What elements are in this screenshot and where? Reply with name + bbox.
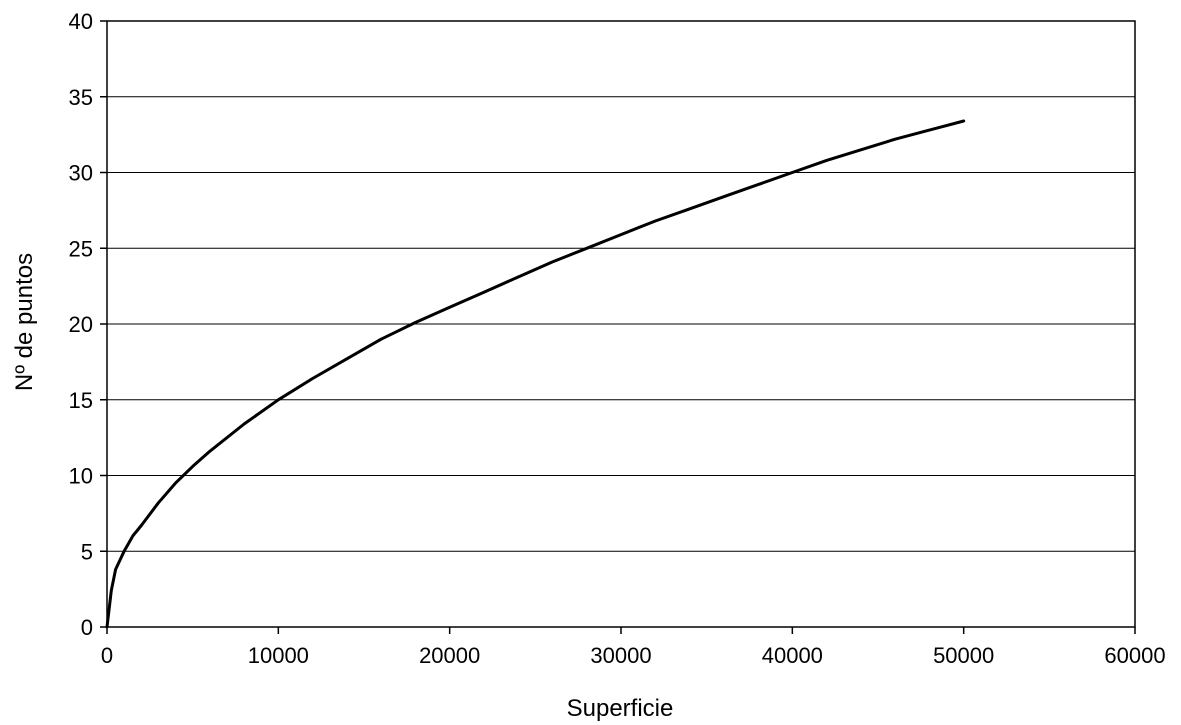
x-tick-label: 0 [101,643,113,668]
y-axis-label: Nº de puntos [11,253,38,391]
y-axis-ticks: 0 5 10 15 20 25 30 35 40 [69,9,107,640]
x-axis-label: Superficie [567,695,674,722]
y-tick-label: 5 [81,539,93,564]
y-tick-label: 40 [69,9,93,34]
y-tick-label: 10 [69,464,93,489]
series-line-0 [105,119,966,629]
y-tick-label: 25 [69,236,93,261]
y-tick-label: 15 [69,388,93,413]
x-tick-label: 10000 [248,643,309,668]
y-tick-label: 35 [69,85,93,110]
grid-lines [107,96,1135,552]
x-tick-label: 50000 [933,643,994,668]
x-tick-label: 40000 [762,643,823,668]
y-tick-label: 0 [81,615,93,640]
series-group [105,119,966,629]
x-tick-label: 20000 [419,643,480,668]
x-axis-ticks: 0 10000 20000 30000 40000 50000 60000 [101,627,1166,668]
x-tick-label: 30000 [590,643,651,668]
y-tick-label: 30 [69,161,93,186]
y-tick-label: 20 [69,312,93,337]
x-tick-label: 60000 [1104,643,1165,668]
